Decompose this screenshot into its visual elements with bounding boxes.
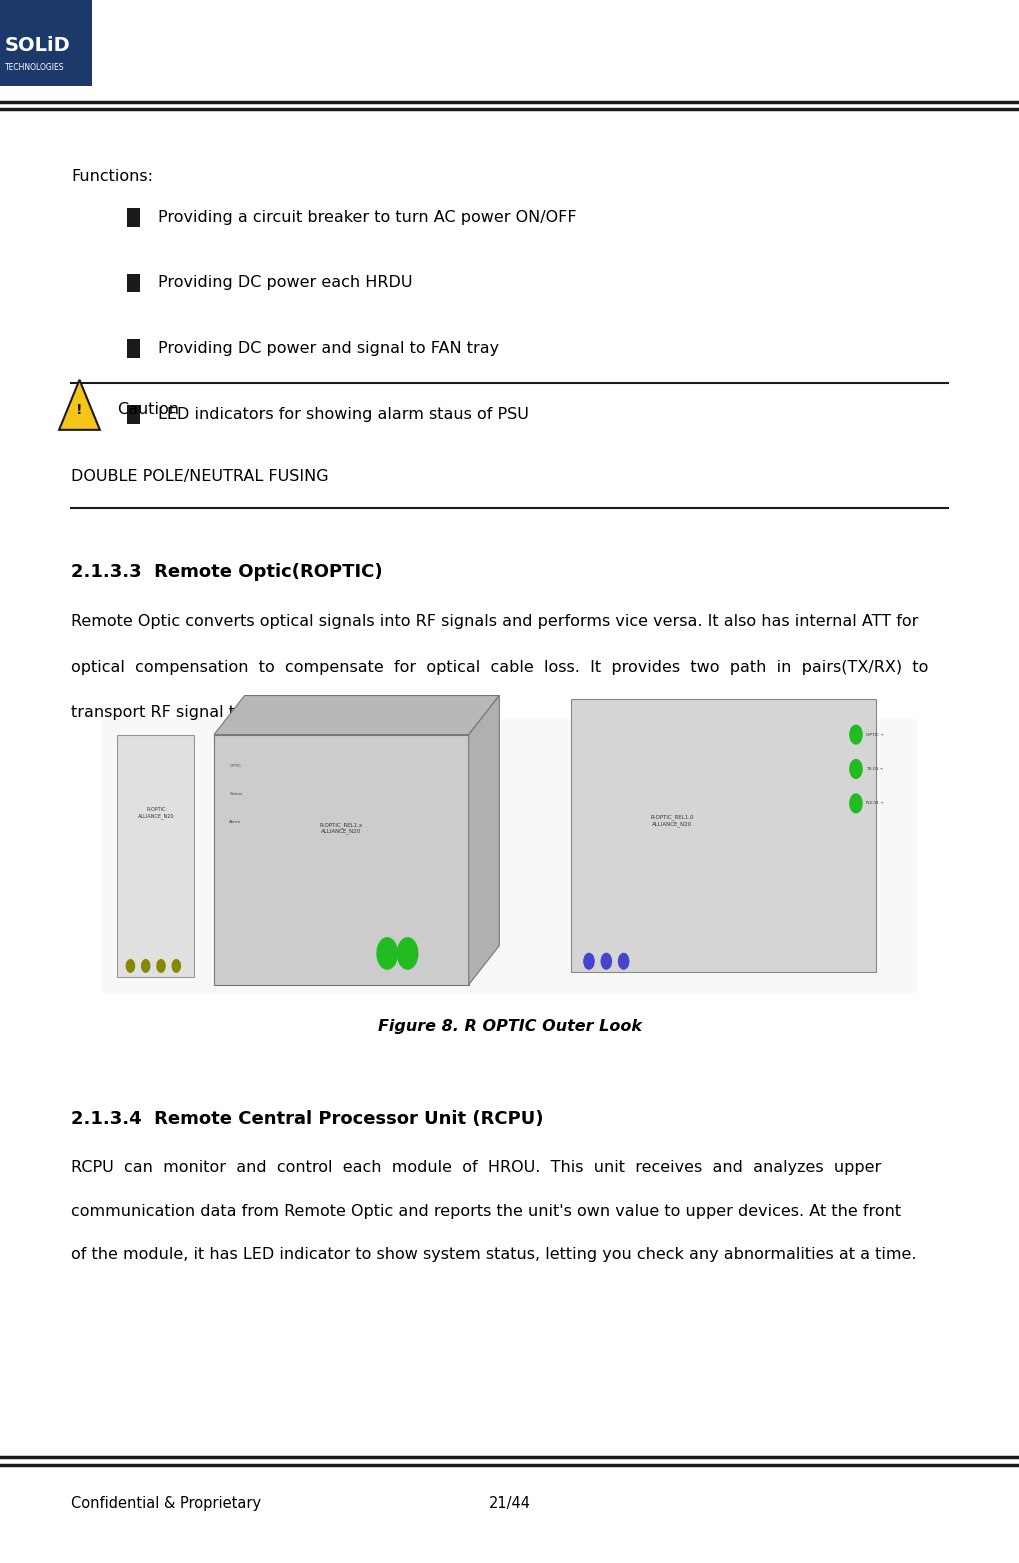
Text: Alarm: Alarm (229, 821, 242, 824)
Polygon shape (59, 380, 100, 430)
Circle shape (850, 760, 862, 778)
Text: Status: Status (229, 792, 243, 796)
Text: DOUBLE POLE/NEUTRAL FUSING: DOUBLE POLE/NEUTRAL FUSING (71, 469, 329, 485)
Circle shape (126, 960, 135, 972)
Text: communication data from Remote Optic and reports the unit's own value to upper d: communication data from Remote Optic and… (71, 1204, 902, 1219)
Text: 21/44: 21/44 (488, 1496, 531, 1511)
Circle shape (619, 953, 629, 969)
Bar (127, 339, 140, 358)
Text: SOLiD: SOLiD (5, 36, 71, 55)
Polygon shape (214, 696, 499, 735)
Text: OPTIC +: OPTIC + (866, 733, 884, 736)
Text: of the module, it has LED indicator to show system status, letting you check any: of the module, it has LED indicator to s… (71, 1247, 917, 1263)
Text: Providing DC power and signal to FAN tray: Providing DC power and signal to FAN tra… (158, 341, 499, 356)
Text: R-OPTIC_REL1.0
ALLIANCE_N20: R-OPTIC_REL1.0 ALLIANCE_N20 (651, 814, 694, 827)
Text: TX-01 +: TX-01 + (866, 767, 883, 771)
Circle shape (584, 953, 594, 969)
Text: RX-01 +: RX-01 + (866, 802, 884, 805)
Text: optical  compensation  to  compensate  for  optical  cable  loss.  It  provides : optical compensation to compensate for o… (71, 660, 928, 675)
Text: transport RF signal to ARUs.: transport RF signal to ARUs. (71, 705, 298, 721)
Circle shape (850, 794, 862, 813)
Bar (117, 735, 194, 977)
Bar (127, 405, 140, 424)
Text: Providing a circuit breaker to turn AC power ON/OFF: Providing a circuit breaker to turn AC p… (158, 209, 577, 225)
Bar (127, 208, 140, 227)
Text: Providing DC power each HRDU: Providing DC power each HRDU (158, 275, 413, 291)
Text: TECHNOLOGIES: TECHNOLOGIES (5, 63, 64, 72)
Text: R-OPTIC
ALLIANCE_N20: R-OPTIC ALLIANCE_N20 (138, 807, 174, 819)
Text: 2.1.3.3  Remote Optic(ROPTIC): 2.1.3.3 Remote Optic(ROPTIC) (71, 563, 383, 581)
Bar (0, 0, 92, 86)
Circle shape (157, 960, 165, 972)
Text: Figure 8. R OPTIC Outer Look: Figure 8. R OPTIC Outer Look (377, 1019, 642, 1035)
Polygon shape (469, 696, 499, 985)
Text: RCPU  can  monitor  and  control  each  module  of  HROU.  This  unit  receives : RCPU can monitor and control each module… (71, 1160, 881, 1175)
Text: R-OPTIC_REL1.x
ALLIANCE_N20: R-OPTIC_REL1.x ALLIANCE_N20 (320, 822, 363, 835)
Text: Confidential & Proprietary: Confidential & Proprietary (71, 1496, 262, 1511)
Text: Caution: Caution (117, 402, 179, 417)
Text: 2.1.3.4  Remote Central Processor Unit (RCPU): 2.1.3.4 Remote Central Processor Unit (R… (71, 1110, 544, 1128)
Circle shape (397, 938, 418, 969)
Circle shape (142, 960, 150, 972)
Bar (127, 274, 140, 292)
Bar (102, 719, 917, 993)
Text: OPTIC: OPTIC (229, 764, 242, 767)
Text: LED indicators for showing alarm staus of PSU: LED indicators for showing alarm staus o… (158, 406, 529, 422)
Circle shape (172, 960, 180, 972)
Circle shape (850, 725, 862, 744)
Text: Functions:: Functions: (71, 169, 153, 184)
Text: !: ! (76, 403, 83, 416)
Text: Remote Optic converts optical signals into RF signals and performs vice versa. I: Remote Optic converts optical signals in… (71, 614, 919, 630)
Circle shape (601, 953, 611, 969)
Bar (571, 699, 876, 972)
Polygon shape (214, 735, 469, 985)
Circle shape (377, 938, 397, 969)
